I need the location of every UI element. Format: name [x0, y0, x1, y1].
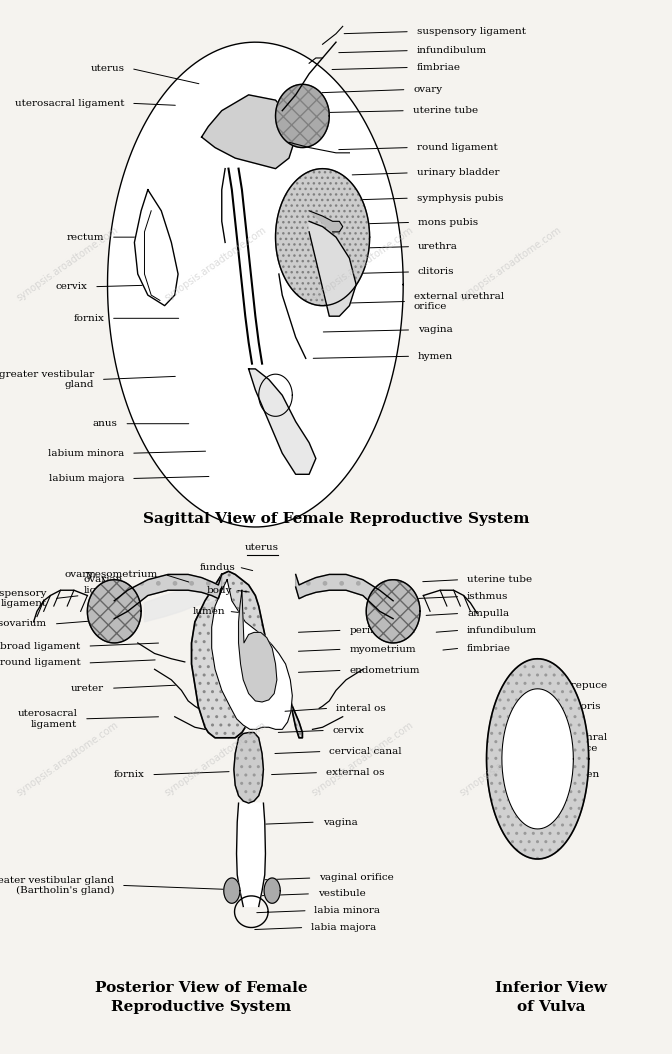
Polygon shape	[192, 571, 302, 738]
Text: vaginal orifice: vaginal orifice	[319, 874, 394, 882]
Text: uterosacral ligament: uterosacral ligament	[15, 99, 124, 108]
Text: fornix: fornix	[114, 770, 144, 779]
Text: vagina: vagina	[418, 326, 453, 334]
Text: urethral
orifice: urethral orifice	[564, 734, 607, 753]
Text: synopsis.aroadtome.com: synopsis.aroadtome.com	[162, 225, 268, 302]
Text: myometrium: myometrium	[349, 645, 416, 653]
Text: of Vulva: of Vulva	[517, 999, 585, 1014]
Text: lumen: lumen	[192, 607, 225, 616]
Text: round ligament: round ligament	[0, 659, 81, 667]
Text: mesometrium: mesometrium	[85, 570, 158, 579]
Text: uterine tube: uterine tube	[413, 106, 478, 115]
Text: perimetrium: perimetrium	[349, 626, 415, 635]
Polygon shape	[114, 574, 222, 619]
Text: cervix: cervix	[56, 282, 87, 291]
Polygon shape	[249, 369, 316, 474]
Text: infundibulum: infundibulum	[417, 46, 487, 55]
Polygon shape	[202, 95, 296, 169]
Polygon shape	[237, 803, 265, 906]
Text: vestibule: vestibule	[318, 890, 366, 898]
Text: uterus: uterus	[90, 64, 124, 73]
Text: round ligament: round ligament	[417, 143, 497, 152]
Text: body: body	[206, 586, 232, 594]
Text: synopsis.aroadtome.com: synopsis.aroadtome.com	[458, 225, 564, 302]
Text: cervical canal: cervical canal	[329, 747, 402, 756]
Polygon shape	[87, 580, 141, 643]
Text: rectum: rectum	[67, 233, 104, 241]
Text: external os: external os	[326, 768, 384, 777]
Text: hymen: hymen	[418, 352, 453, 360]
Polygon shape	[276, 84, 329, 148]
Text: anus: anus	[93, 419, 118, 428]
Text: suspensory
ligament: suspensory ligament	[0, 589, 47, 608]
Text: greater vestibular
gland: greater vestibular gland	[0, 370, 94, 389]
Text: greater vestibular gland
(Bartholin's gland): greater vestibular gland (Bartholin's gl…	[0, 876, 114, 895]
Circle shape	[264, 878, 280, 903]
Text: suspensory ligament: suspensory ligament	[417, 27, 526, 36]
Text: synopsis.aroadtome.com: synopsis.aroadtome.com	[310, 720, 416, 798]
Text: synopsis.aroadtome.com: synopsis.aroadtome.com	[162, 720, 268, 798]
Polygon shape	[212, 580, 292, 729]
Text: external urethral
orifice: external urethral orifice	[414, 292, 504, 311]
Text: ovary: ovary	[413, 85, 442, 94]
Circle shape	[224, 878, 240, 903]
Polygon shape	[144, 574, 222, 622]
Text: fimbriae: fimbriae	[417, 63, 460, 72]
Polygon shape	[309, 221, 356, 316]
Text: fimbriae: fimbriae	[467, 644, 511, 652]
Text: prepuce: prepuce	[564, 681, 607, 689]
Text: synopsis.aroadtome.com: synopsis.aroadtome.com	[14, 720, 120, 798]
Polygon shape	[134, 190, 178, 306]
Text: uterine tube: uterine tube	[467, 575, 532, 584]
Text: fundus: fundus	[200, 563, 235, 571]
Polygon shape	[512, 709, 563, 808]
Text: urethra: urethra	[418, 242, 458, 251]
Text: clitoris: clitoris	[564, 702, 601, 710]
Text: isthmus: isthmus	[467, 592, 509, 601]
Text: hymen: hymen	[564, 770, 599, 779]
Text: synopsis.aroadtome.com: synopsis.aroadtome.com	[14, 225, 120, 302]
Text: broad ligament: broad ligament	[1, 642, 81, 650]
Text: interal os: interal os	[336, 704, 386, 713]
Text: Posterior View of Female: Posterior View of Female	[95, 980, 308, 995]
Polygon shape	[522, 729, 553, 788]
Text: ovary: ovary	[65, 570, 94, 579]
Text: mesovarium: mesovarium	[0, 620, 47, 628]
Text: urinary bladder: urinary bladder	[417, 169, 499, 177]
Text: labia minora: labia minora	[314, 906, 380, 915]
Text: endometrium: endometrium	[349, 666, 420, 675]
Text: infundibulum: infundibulum	[467, 626, 537, 635]
Polygon shape	[296, 574, 393, 619]
Polygon shape	[366, 580, 420, 643]
Text: labium minora: labium minora	[48, 449, 124, 457]
Text: synopsis.aroadtome.com: synopsis.aroadtome.com	[310, 225, 416, 302]
Text: synopsis.aroadtome.com: synopsis.aroadtome.com	[458, 720, 564, 798]
Text: fornix: fornix	[73, 314, 104, 323]
Text: vagina: vagina	[323, 818, 358, 826]
Polygon shape	[502, 689, 573, 828]
Polygon shape	[108, 42, 403, 527]
Polygon shape	[239, 590, 277, 702]
Text: mons pubis: mons pubis	[418, 218, 478, 227]
Text: Reproductive System: Reproductive System	[112, 999, 292, 1014]
Text: labia majora: labia majora	[311, 923, 376, 932]
Text: symphysis pubis: symphysis pubis	[417, 194, 503, 202]
Polygon shape	[234, 733, 263, 803]
Text: cervix: cervix	[333, 726, 364, 735]
Text: uterosacral
ligament: uterosacral ligament	[17, 709, 77, 728]
Text: ovarian
ligament: ovarian ligament	[84, 575, 130, 594]
Text: Inferior View: Inferior View	[495, 980, 607, 995]
Text: labium majora: labium majora	[49, 474, 124, 483]
Text: ampulla: ampulla	[467, 609, 509, 618]
Polygon shape	[487, 659, 589, 859]
Text: Sagittal View of Female Reproductive System: Sagittal View of Female Reproductive Sys…	[142, 511, 530, 526]
Text: clitoris: clitoris	[418, 268, 454, 276]
Text: ureter: ureter	[71, 684, 104, 692]
Text: uterus: uterus	[245, 543, 279, 552]
Polygon shape	[276, 169, 370, 306]
Polygon shape	[309, 211, 343, 232]
